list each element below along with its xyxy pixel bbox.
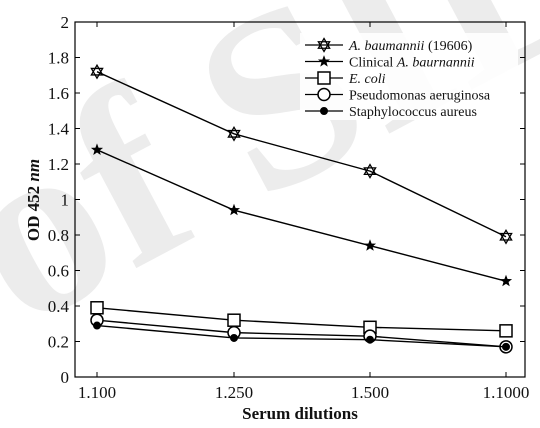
legend-marker [317, 37, 331, 53]
legend-item: Clinical A. baurnannii [305, 55, 475, 71]
legend-label: E. coli [348, 72, 386, 87]
data-point [499, 274, 513, 287]
legend-label: Pseudomonas aeruginosa [349, 89, 491, 104]
legend-marker [317, 71, 331, 85]
series-line [96, 71, 507, 238]
legend: A. baumannii (19606) Clinical A. baurnann… [300, 33, 518, 120]
series-line [96, 324, 507, 348]
series-1 [90, 63, 513, 245]
y-tick-label: 1.6 [48, 84, 69, 103]
data-point [90, 301, 104, 315]
data-point [366, 335, 374, 344]
data-point [230, 333, 238, 342]
data-point [227, 313, 241, 327]
data-point [90, 143, 104, 155]
x-axis: 1.100 1.250 1.500 1.1000 [78, 22, 530, 402]
y-axis: 0 0.2 0.4 0.6 0.8 1 1.2 1.4 1.6 1.8 2 [48, 13, 525, 387]
data-point [499, 324, 513, 338]
x-tick-label: 1.250 [215, 383, 253, 402]
series-line [96, 149, 507, 282]
legend-item: A. baumannii (19606) [305, 37, 473, 54]
series-2 [90, 143, 513, 287]
data-point [502, 342, 510, 351]
legend-item: E. coli [305, 71, 386, 87]
data-point [90, 63, 104, 80]
legend-label: Staphylococcus aureus [349, 105, 477, 120]
y-axis-title: OD 452 nm [24, 159, 43, 241]
data-point [227, 126, 241, 142]
legend-box [300, 33, 518, 120]
x-tick-label: 1.500 [351, 383, 389, 402]
legend-item: Staphylococcus aureus [305, 105, 477, 120]
legend-label: Clinical A. baurnannii [349, 56, 475, 71]
data-point [93, 321, 101, 330]
y-tick-label: 0.8 [48, 226, 69, 245]
y-tick-label: 2 [61, 13, 70, 32]
x-tick-label: 1.100 [78, 383, 116, 402]
data-point [499, 228, 513, 245]
y-tick-label: 1.4 [48, 120, 70, 139]
legend-label: A. baumannii (19606) [348, 39, 473, 54]
legend-marker [317, 55, 331, 67]
legend-marker [320, 107, 328, 115]
y-tick-label: 1 [61, 191, 70, 210]
legend-item: Pseudomonas aeruginosa [305, 87, 491, 104]
x-axis-title: Serum dilutions [242, 404, 358, 423]
legend-marker [317, 87, 331, 102]
series-layer [90, 63, 513, 354]
y-tick-label: 1.2 [48, 155, 69, 174]
y-tick-label: 0.4 [48, 297, 70, 316]
data-point [363, 239, 377, 251]
x-tick-label: 1.1000 [483, 383, 530, 402]
y-tick-label: 0.2 [48, 333, 69, 352]
series-line [96, 307, 507, 332]
series-5 [93, 321, 510, 351]
data-point [363, 163, 377, 179]
series-line [96, 319, 507, 348]
y-tick-label: 1.8 [48, 49, 69, 68]
data-point [227, 203, 241, 216]
y-tick-label: 0 [61, 368, 70, 387]
y-tick-label: 0.6 [48, 262, 69, 281]
